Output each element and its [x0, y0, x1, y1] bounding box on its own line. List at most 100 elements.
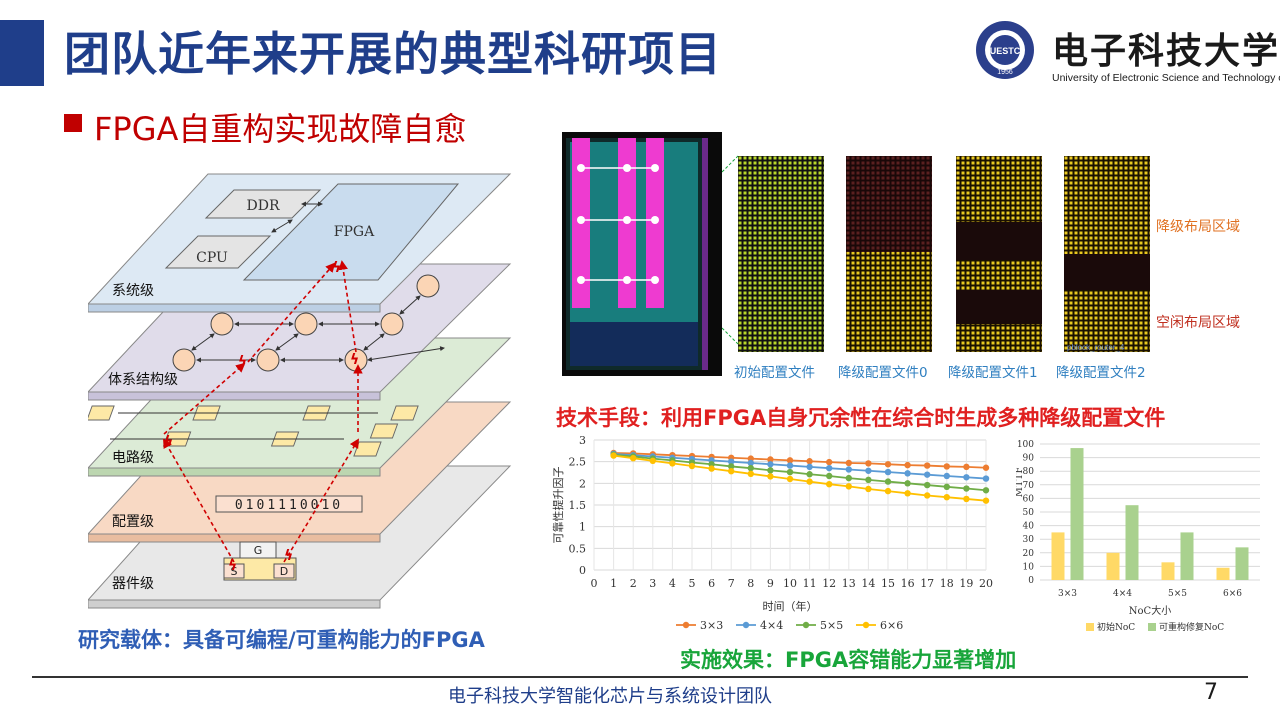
legend-label: 3×3 [700, 619, 723, 632]
data-point [884, 468, 892, 476]
svg-text:ϟ: ϟ [228, 558, 237, 574]
data-point [786, 462, 794, 469]
data-point [884, 487, 892, 495]
y-axis-title: MTTF [1016, 467, 1025, 498]
y-tick-label: 0.5 [569, 542, 587, 555]
logo-text: UESTC [990, 46, 1021, 56]
x-tick-label: 3×3 [1058, 589, 1077, 599]
data-point [767, 467, 774, 474]
svg-text:ϟ: ϟ [164, 434, 173, 450]
page-number: 7 [1204, 680, 1218, 705]
data-point [963, 485, 970, 492]
data-point [963, 463, 970, 471]
data-point [649, 457, 656, 464]
data-point [982, 464, 990, 471]
data-point [845, 466, 852, 473]
config-thumb-degraded-1 [956, 156, 1042, 352]
data-point [982, 487, 990, 494]
logo-year: 1956 [997, 69, 1013, 76]
data-point [688, 462, 696, 470]
x-tick-label: 12 [822, 577, 836, 590]
data-point [786, 475, 794, 483]
data-point [786, 457, 794, 464]
y-tick-label: 50 [1023, 508, 1035, 518]
data-point [865, 476, 872, 484]
data-point [982, 475, 990, 482]
y-tick-label: 100 [1017, 440, 1034, 450]
data-point [747, 464, 754, 472]
section-bullet-icon [64, 114, 82, 132]
data-point [747, 470, 754, 477]
carrier-text: 研究载体：具备可编程/可重构能力的FPGA [78, 628, 485, 652]
data-point [884, 478, 892, 485]
data-point [826, 472, 833, 480]
data-point [826, 481, 833, 488]
y-tick-label: 1.5 [569, 499, 587, 512]
data-point [924, 481, 931, 489]
x-tick-label: 5 [689, 577, 696, 590]
data-point [728, 463, 735, 470]
ddr-block [204, 189, 322, 219]
section-heading: FPGA自重构实现故障自愈 [94, 110, 467, 148]
bar [1051, 532, 1065, 580]
legend-marker [682, 621, 690, 629]
data-point [708, 465, 715, 472]
data-point [728, 468, 735, 475]
ddr-label: DDR [247, 198, 280, 214]
svg-text:ϟ: ϟ [350, 352, 359, 368]
x-tick-label: 8 [747, 577, 754, 590]
fpga-block [242, 183, 460, 281]
y-tick-label: 10 [1023, 562, 1035, 572]
x-tick-label: 13 [842, 577, 856, 590]
legend-swatch [1086, 623, 1094, 631]
config-thumb-initial [738, 156, 824, 352]
data-point [826, 458, 833, 466]
pblock-overlay-label: pblock_router_4 [1067, 343, 1125, 352]
data-point [943, 483, 950, 490]
config-bitstream: 0101110010 [235, 498, 343, 513]
x-tick-label: 18 [940, 577, 954, 590]
x-tick-label: 1 [610, 577, 617, 590]
series-line [613, 452, 987, 469]
data-point [943, 494, 950, 501]
bar [1235, 547, 1249, 580]
data-point [826, 464, 833, 472]
x-tick-label: 6 [708, 577, 715, 590]
y-tick-label: 40 [1023, 522, 1035, 532]
bar [1125, 505, 1139, 580]
data-point [884, 461, 892, 468]
config-label-degraded-2: 降级配置文件2 [1056, 365, 1146, 381]
legend-marker [862, 621, 870, 629]
bar [1106, 552, 1120, 580]
svg-text:ϟ: ϟ [332, 260, 341, 276]
legend-label: 6×6 [880, 619, 903, 632]
effect-text: 实施效果：FPGA容错能力显著增加 [680, 648, 1017, 672]
y-tick-label: 20 [1023, 549, 1035, 559]
y-tick-label: 1 [579, 521, 586, 534]
legend-label: 5×5 [820, 619, 843, 632]
config-label-initial: 初始配置文件 [734, 365, 815, 381]
config-thumb-degraded-2: pblock_router_4 [1064, 156, 1150, 352]
data-point [767, 461, 774, 468]
config-label-degraded-0: 降级配置文件0 [838, 365, 928, 381]
data-point [865, 467, 872, 474]
y-axis-title: 可靠性提升因子 [551, 467, 565, 544]
x-axis-title: 时间（年） [763, 599, 818, 613]
bar [1180, 532, 1194, 580]
gate-label: G [254, 544, 263, 557]
data-point [806, 471, 813, 478]
zoom-connector [722, 155, 738, 345]
y-tick-label: 2.5 [569, 456, 587, 469]
y-tick-label: 90 [1023, 454, 1035, 464]
data-point [865, 460, 872, 467]
y-tick-label: 2 [579, 477, 586, 490]
cpu-block [164, 235, 272, 269]
data-point [924, 492, 931, 499]
data-point [943, 463, 950, 470]
legend-swatch [1148, 623, 1156, 631]
data-point [806, 463, 813, 471]
data-point [982, 497, 990, 504]
x-tick-label: 15 [881, 577, 895, 590]
y-tick-label: 3 [579, 434, 586, 447]
layer-label-architecture: 体系结构级 [108, 372, 178, 388]
